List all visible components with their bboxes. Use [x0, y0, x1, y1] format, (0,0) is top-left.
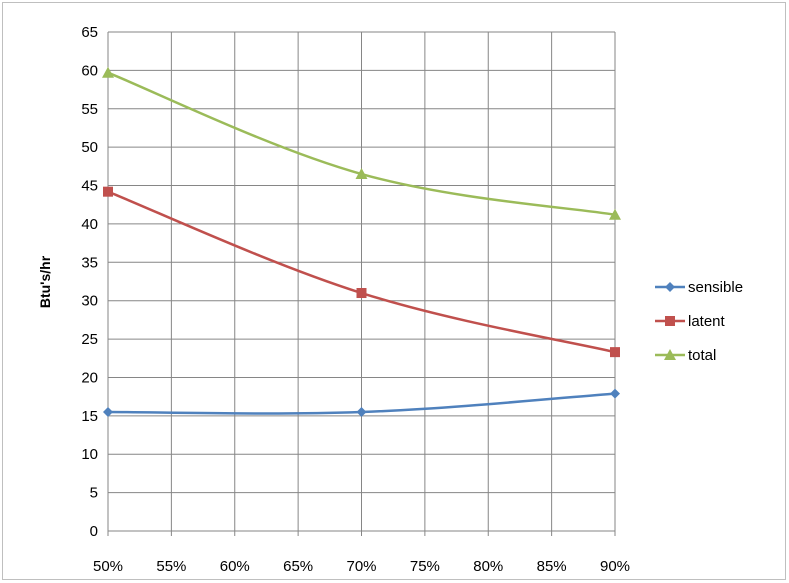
y-tick-label: 30 [81, 293, 98, 310]
legend-label: sensible [688, 279, 743, 296]
legend-marker [664, 349, 676, 360]
data-point-total [102, 66, 114, 78]
y-tick-label: 0 [90, 523, 98, 540]
data-point-latent [610, 347, 620, 358]
x-tick-label: 85% [537, 558, 567, 575]
data-point-total [609, 208, 621, 220]
data-point-latent [103, 186, 113, 197]
data-point-sensible [610, 388, 620, 399]
y-tick-label: 25 [81, 331, 98, 348]
legend-item-total: total [655, 347, 716, 364]
y-tick-labels: 0 5 10 15 20 25 30 35 40 45 50 55 60 65 [81, 24, 98, 540]
y-tick-label: 5 [90, 485, 98, 502]
y-tick-label: 60 [81, 62, 98, 79]
x-tick-label: 50% [93, 558, 123, 575]
series-lines [102, 66, 621, 418]
x-tick-label: 70% [346, 558, 376, 575]
legend-marker [665, 282, 675, 292]
data-point-sensible [103, 407, 113, 418]
legend: sensible latent total [655, 279, 743, 364]
y-tick-label: 20 [81, 369, 98, 386]
series-sensible [103, 388, 620, 418]
legend-label: latent [688, 313, 726, 330]
x-tick-label: 80% [473, 558, 503, 575]
y-tick-label: 45 [81, 178, 98, 195]
gridlines [107, 31, 616, 536]
x-tick-labels: 50% 55% 60% 65% 70% 75% 80% 85% 90% [93, 558, 630, 575]
y-tick-label: 50 [81, 139, 98, 156]
y-tick-label: 10 [81, 446, 98, 463]
data-point-latent [356, 288, 367, 299]
y-tick-label: 55 [81, 101, 98, 118]
x-tick-label: 60% [220, 558, 250, 575]
x-tick-label: 65% [283, 558, 313, 575]
legend-label: total [688, 347, 716, 364]
legend-item-latent: latent [655, 313, 726, 330]
data-point-sensible [356, 407, 367, 418]
series-total [102, 66, 621, 220]
y-tick-label: 40 [81, 216, 98, 233]
x-tick-label: 55% [156, 558, 186, 575]
y-axis-label: Btu's/hr [37, 255, 53, 308]
x-tick-label: 90% [600, 558, 630, 575]
y-tick-label: 15 [81, 408, 98, 425]
legend-item-sensible: sensible [655, 279, 743, 296]
series-latent [103, 186, 620, 358]
y-tick-label: 65 [81, 24, 98, 41]
y-tick-label: 35 [81, 254, 98, 271]
legend-marker [665, 316, 675, 326]
x-tick-label: 75% [410, 558, 440, 575]
data-point-total [355, 168, 368, 180]
